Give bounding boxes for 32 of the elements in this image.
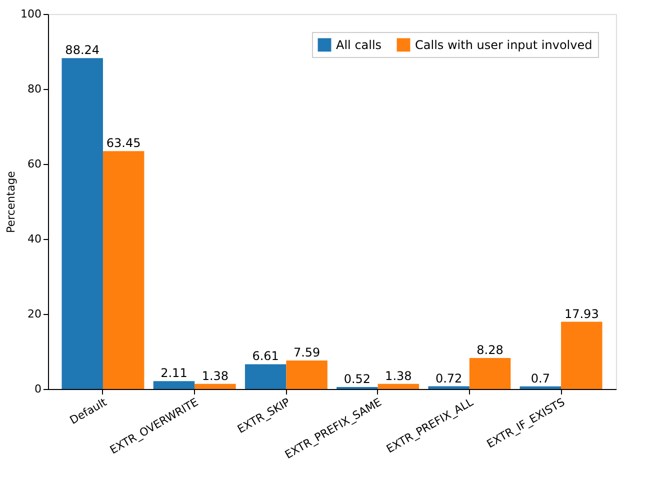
data-label: 7.59 <box>293 346 320 360</box>
y-axis-title: Percentage <box>4 170 18 233</box>
y-tick-label: 60 <box>28 158 42 170</box>
legend-label: Calls with user input involved <box>415 38 592 52</box>
bar <box>520 386 562 389</box>
data-label: 63.45 <box>106 136 141 150</box>
data-label: 0.7 <box>530 371 550 386</box>
bar <box>153 381 195 389</box>
data-label: 1.38 <box>385 368 412 383</box>
data-label: 2.11 <box>160 366 188 380</box>
y-tick-label: 0 <box>34 382 42 396</box>
bar <box>244 364 286 389</box>
y-tick-label: 80 <box>28 82 42 96</box>
legend-label: All calls <box>336 38 382 52</box>
data-label: 6.61 <box>252 349 279 364</box>
bar <box>62 58 103 389</box>
data-label: 0.52 <box>344 372 371 386</box>
data-label: 17.93 <box>564 306 599 321</box>
bar <box>561 322 602 389</box>
data-label: 1.38 <box>202 368 229 383</box>
bar <box>286 360 328 389</box>
bar <box>102 151 144 389</box>
data-label: 8.28 <box>476 342 504 357</box>
y-tick-label: 100 <box>20 8 42 20</box>
bar <box>469 358 511 389</box>
data-label: 88.24 <box>65 43 100 58</box>
y-tick-label: 20 <box>28 308 42 320</box>
bar <box>194 384 236 389</box>
data-label: 0.72 <box>435 371 462 386</box>
bar <box>378 384 420 389</box>
bar <box>428 386 470 389</box>
y-tick-label: 40 <box>28 232 42 246</box>
